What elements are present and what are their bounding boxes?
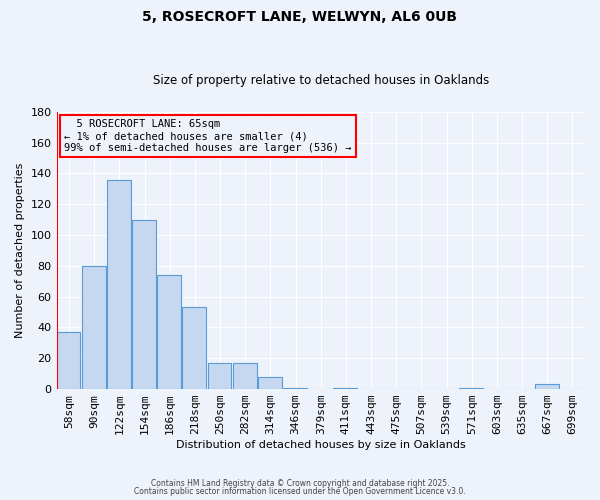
Bar: [233, 363, 257, 389]
Text: 5, ROSECROFT LANE, WELWYN, AL6 0UB: 5, ROSECROFT LANE, WELWYN, AL6 0UB: [143, 10, 458, 24]
Y-axis label: Number of detached properties: Number of detached properties: [15, 162, 25, 338]
Title: Size of property relative to detached houses in Oaklands: Size of property relative to detached ho…: [152, 74, 489, 87]
Bar: [283, 388, 307, 389]
Text: 5 ROSECROFT LANE: 65sqm
← 1% of detached houses are smaller (4)
99% of semi-deta: 5 ROSECROFT LANE: 65sqm ← 1% of detached…: [64, 120, 352, 152]
Bar: [157, 275, 181, 389]
Bar: [107, 180, 131, 389]
Bar: [182, 308, 206, 389]
Text: Contains public sector information licensed under the Open Government Licence v3: Contains public sector information licen…: [134, 487, 466, 496]
Bar: [535, 384, 559, 389]
Bar: [56, 332, 80, 389]
Bar: [459, 388, 483, 389]
X-axis label: Distribution of detached houses by size in Oaklands: Distribution of detached houses by size …: [176, 440, 466, 450]
Bar: [258, 377, 282, 389]
Bar: [208, 363, 232, 389]
Text: Contains HM Land Registry data © Crown copyright and database right 2025.: Contains HM Land Registry data © Crown c…: [151, 478, 449, 488]
Bar: [334, 388, 357, 389]
Bar: [82, 266, 106, 389]
Bar: [132, 220, 156, 389]
